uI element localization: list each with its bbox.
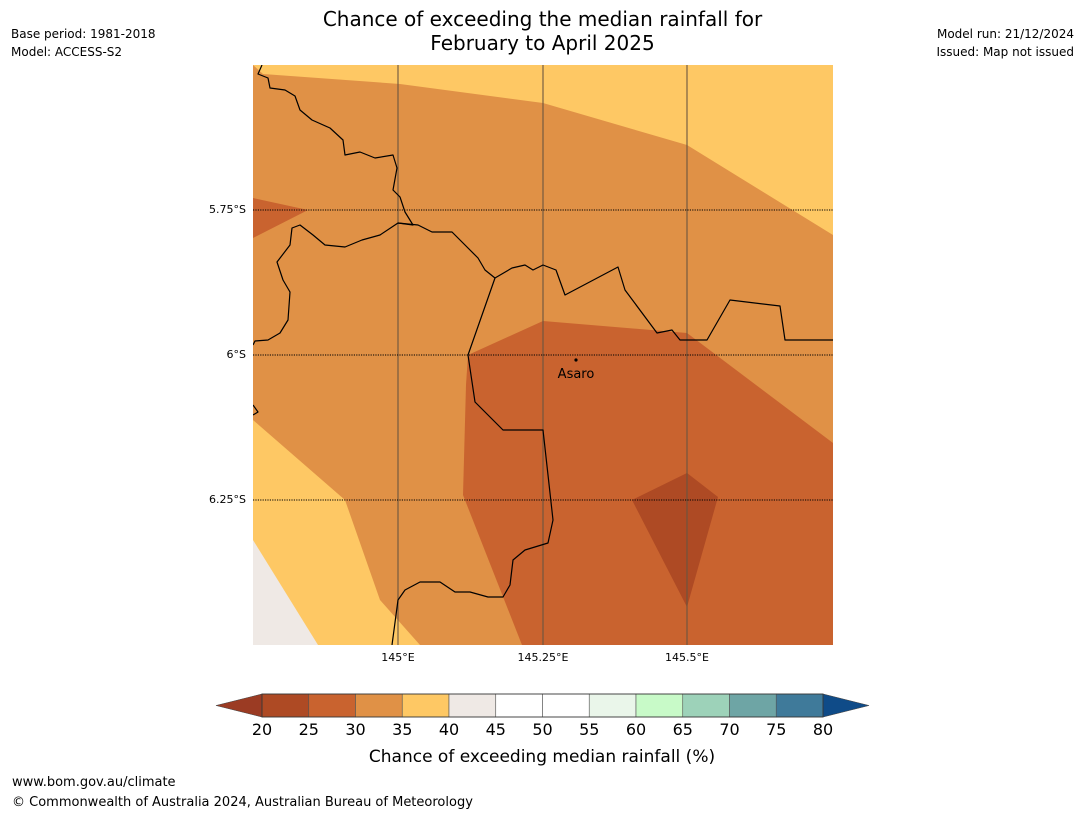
colorbar-cell: [775, 693, 824, 718]
colorbar-ticks: 20 25 30 35 40 45 50 55 60 65 70 75 80: [252, 720, 833, 739]
colorbar-cell: [401, 693, 450, 718]
colorbar-tick: 30: [345, 720, 365, 739]
zone-40-45: [253, 540, 318, 645]
model-text: Model: ACCESS-S2: [11, 45, 123, 59]
lat-label: 5.75°S: [209, 203, 246, 216]
colorbar-label: Chance of exceeding median rainfall (%): [369, 747, 715, 767]
longitude-labels: 145°E 145.25°E 145.5°E: [381, 651, 709, 664]
colorbar-cell: [495, 693, 543, 718]
colorbar-tick: 80: [813, 720, 833, 739]
metadata-left: Base period: 1981-2018 Model: ACCESS-S2: [11, 25, 156, 61]
parallel-lines: [253, 209, 833, 501]
colorbar-tick: 60: [626, 720, 646, 739]
issued-text: Issued: Map not issued: [936, 45, 1074, 59]
colorbar-cell: [588, 693, 637, 718]
colorbar-cell: [542, 693, 590, 718]
colorbar-over-arrow: [822, 693, 870, 718]
footer-url[interactable]: www.bom.gov.au/climate: [12, 775, 176, 790]
colorbar-under-arrow: [215, 693, 263, 718]
lon-label: 145.25°E: [518, 651, 569, 664]
asaro-marker: [574, 358, 578, 362]
colorbar-tick: 55: [579, 720, 599, 739]
model-run-text: Model run: 21/12/2024: [936, 27, 1074, 41]
colorbar-cell: [448, 693, 497, 718]
colorbar-tick: 20: [252, 720, 272, 739]
colorbar-cell: [729, 693, 777, 718]
lon-label: 145.5°E: [665, 651, 709, 664]
colorbar-cell: [355, 693, 403, 718]
colorbar-tick: 70: [719, 720, 739, 739]
colorbar-cell: [308, 693, 356, 718]
base-period-text: Base period: 1981-2018: [11, 27, 156, 41]
colorbar-cells: [261, 693, 824, 718]
boundary-central: [397, 222, 833, 341]
colorbar: 20 25 30 35 40 45 50 55 60 65 70 75 80 C…: [215, 693, 870, 767]
zone-25-30: [463, 321, 833, 645]
lat-label: 6.25°S: [209, 493, 246, 506]
colorbar-cell: [635, 693, 684, 718]
boundary-sw-stub: [253, 404, 259, 416]
zone-25-30-west: [253, 198, 308, 238]
latitude-labels: 5.75°S 6°S 6.25°S: [209, 203, 246, 506]
province-boundaries: [253, 65, 833, 645]
colorbar-tick: 25: [299, 720, 319, 739]
metadata-right: Model run: 21/12/2024 Issued: Map not is…: [936, 25, 1074, 61]
colorbar-outline: [261, 693, 824, 718]
map-title-line1: Chance of exceeding the median rainfall …: [322, 7, 763, 31]
colorbar-tick: 45: [486, 720, 506, 739]
colorbar-tick: 50: [532, 720, 552, 739]
colorbar-cell: [682, 693, 730, 718]
colorbar-tick: 65: [673, 720, 693, 739]
lat-label: 6°S: [227, 348, 246, 361]
rainfall-probability-map: Asaro: [253, 65, 833, 645]
colorbar-tick: 35: [392, 720, 412, 739]
asaro-label: Asaro: [558, 367, 595, 382]
zone-20-25: [632, 473, 718, 607]
colorbar-tick: 75: [766, 720, 786, 739]
boundary-east-west: [391, 277, 554, 645]
map-title-line2: February to April 2025: [430, 31, 655, 55]
colorbar-cell: [261, 693, 310, 718]
boundary-north: [253, 65, 414, 346]
footer-copyright: © Commonwealth of Australia 2024, Austra…: [12, 795, 473, 810]
lon-label: 145°E: [381, 651, 414, 664]
colorbar-tick: 40: [439, 720, 459, 739]
